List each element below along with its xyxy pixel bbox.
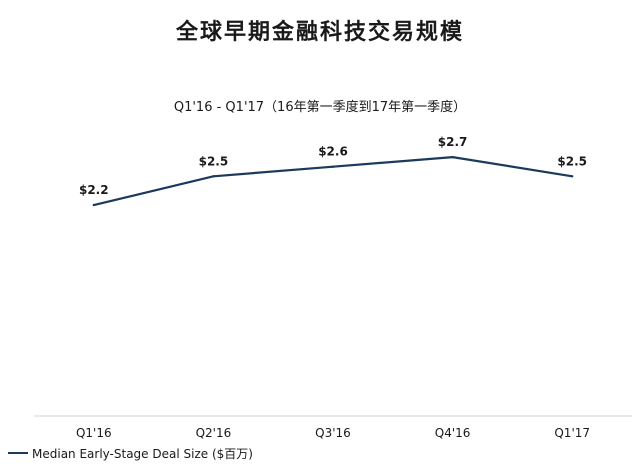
data-point	[451, 155, 454, 159]
data-point	[212, 175, 215, 178]
data-point	[571, 175, 574, 178]
series-line	[93, 156, 573, 207]
x-tick-labels: Q1'16 Q2'16 Q3'16 Q4'16 Q1'17	[76, 426, 590, 440]
x-tick-label: Q4'16	[435, 426, 471, 440]
data-label: $2.2	[79, 183, 109, 197]
legend-swatch	[8, 452, 28, 454]
chart-title: 全球早期金融科技交易规模	[175, 20, 464, 45]
data-label: $2.5	[557, 154, 587, 168]
data-label: $2.7	[438, 135, 468, 149]
data-label: $2.6	[318, 145, 348, 159]
series-group	[92, 155, 574, 207]
x-tick-label: Q1'17	[554, 426, 590, 440]
data-point	[92, 203, 96, 207]
chart-subtitle: Q1'16 - Q1'17（16年第一季度到17年第一季度）	[173, 100, 467, 115]
x-tick-label: Q3'16	[315, 426, 351, 440]
data-label: $2.5	[199, 154, 229, 168]
data-point	[331, 165, 335, 168]
x-tick-label: Q1'16	[76, 426, 112, 440]
data-labels: $2.2 $2.5 $2.6 $2.7 $2.5	[79, 135, 587, 197]
x-tick-label: Q2'16	[196, 426, 232, 440]
legend-label: Median Early-Stage Deal Size ($百万)	[32, 446, 253, 461]
legend: Median Early-Stage Deal Size ($百万)	[8, 444, 253, 462]
